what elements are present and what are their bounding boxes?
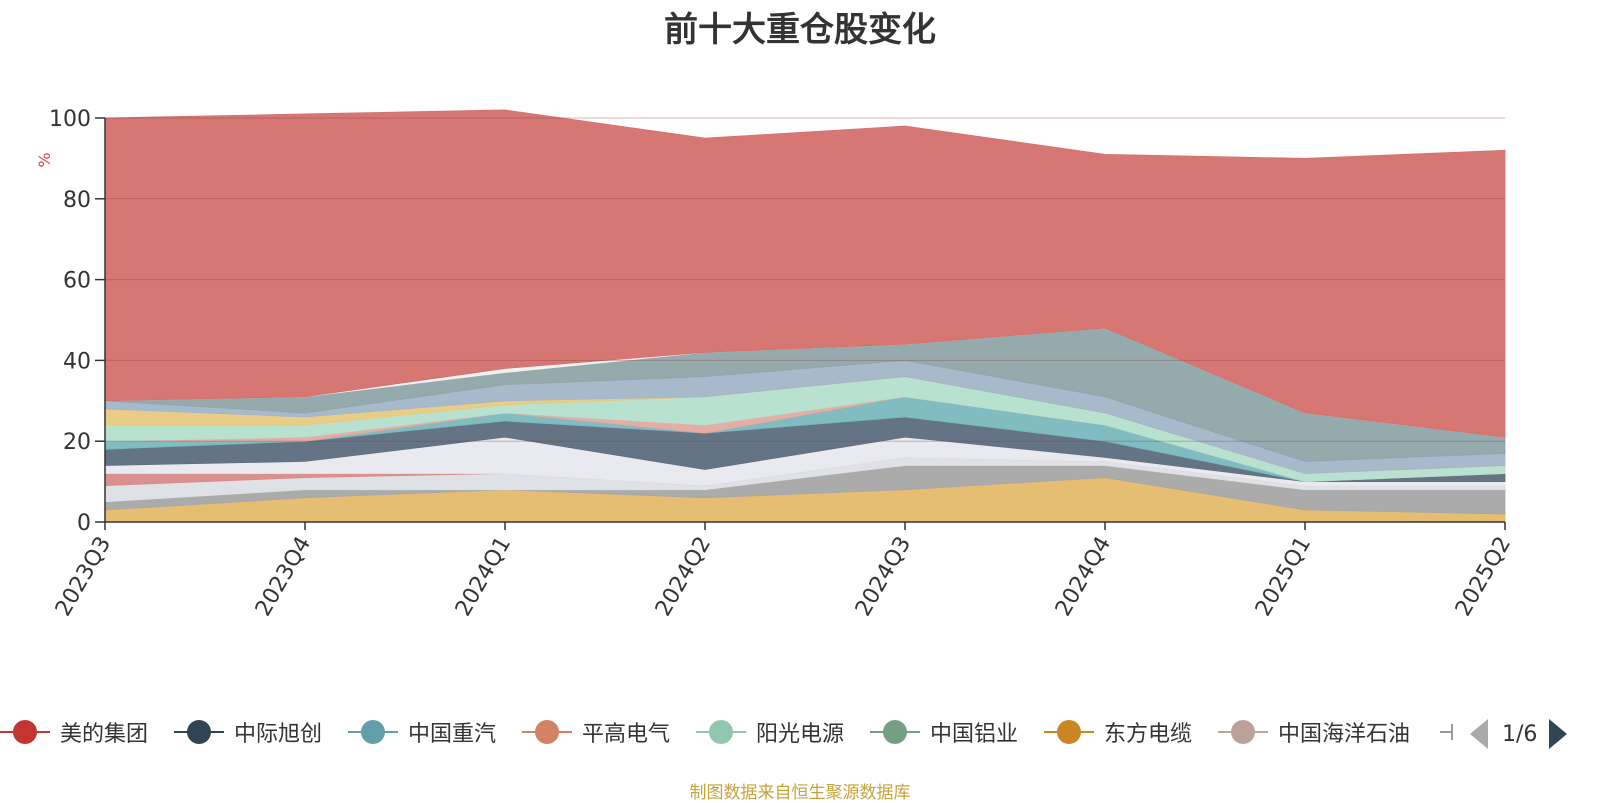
x-tick-label: 2024Q3 [851, 533, 916, 621]
grid-lines [105, 117, 1505, 442]
legend-item[interactable]: 阳光电源 [696, 712, 844, 752]
legend-overflow-marker-edge [1451, 724, 1453, 740]
y-tick-label: 20 [63, 430, 91, 455]
legend-marker-icon [0, 719, 50, 745]
y-tick-label: 0 [77, 511, 91, 536]
legend-label: 美的集团 [60, 722, 149, 747]
legend-item[interactable]: 东方电缆 [1044, 712, 1192, 752]
legend-item[interactable]: 美的集团 [0, 712, 148, 752]
legend-item[interactable]: 中际旭创 [174, 712, 322, 752]
legend-label: 东方电缆 [1104, 722, 1193, 747]
chart-plot: 0 20 40 60 80 100 2023Q3 2023Q4 2024Q1 2024Q2 2024… [35, 107, 1516, 621]
x-tick-label: 2025Q1 [1251, 533, 1316, 621]
legend-item[interactable]: 中国海洋石油 [1218, 712, 1410, 752]
y-tick-label: 80 [63, 188, 91, 213]
legend-marker-icon [522, 719, 572, 745]
area-band-13 [104, 109, 1506, 438]
x-tick-label: 2024Q2 [651, 533, 716, 621]
area-bands [104, 109, 1506, 523]
chart-title: 前十大重仓股变化 [664, 10, 936, 50]
x-tick-label: 2025Q2 [1451, 533, 1516, 621]
legend-label: 中国海洋石油 [1278, 722, 1411, 747]
legend-pager: 1/6 [1470, 714, 1568, 754]
legend-label: 中际旭创 [234, 722, 323, 747]
y-tick-label: 100 [49, 107, 91, 132]
x-tick-label: 2023Q4 [251, 533, 316, 621]
legend-item[interactable]: 平高电气 [522, 712, 670, 752]
legend: 美的集团 中际旭创 中国重汽 平高电气 阳光电源 中国铝业 东方电缆 中国海洋石油 [0, 712, 1600, 752]
legend-item[interactable]: 中国重汽 [348, 712, 496, 752]
legend-marker-icon [696, 719, 746, 745]
x-tick-label: 2024Q4 [1051, 533, 1116, 621]
y-tick-label: 60 [63, 269, 91, 294]
legend-marker-icon [348, 719, 398, 745]
pager-text: 1/6 [1502, 721, 1538, 747]
legend-label: 中国重汽 [408, 722, 497, 747]
source-note: 制图数据来自恒生聚源数据库 [689, 783, 911, 803]
legend-marker-icon [1218, 719, 1268, 745]
legend-item[interactable]: 中国铝业 [870, 712, 1018, 752]
pager-prev-icon[interactable] [1470, 719, 1488, 749]
y-axis-label: % [35, 152, 54, 167]
pager-next-icon[interactable] [1549, 719, 1568, 749]
legend-marker-icon [174, 719, 224, 745]
legend-marker-icon [1044, 719, 1094, 745]
legend-label: 平高电气 [582, 722, 671, 747]
y-tick-label: 40 [63, 349, 91, 374]
legend-label: 阳光电源 [756, 722, 845, 747]
x-tick-label: 2024Q1 [451, 533, 516, 621]
legend-overflow-marker [1440, 731, 1452, 733]
x-tick-label: 2023Q3 [51, 533, 116, 621]
legend-marker-icon [870, 719, 920, 745]
legend-label: 中国铝业 [930, 722, 1019, 747]
